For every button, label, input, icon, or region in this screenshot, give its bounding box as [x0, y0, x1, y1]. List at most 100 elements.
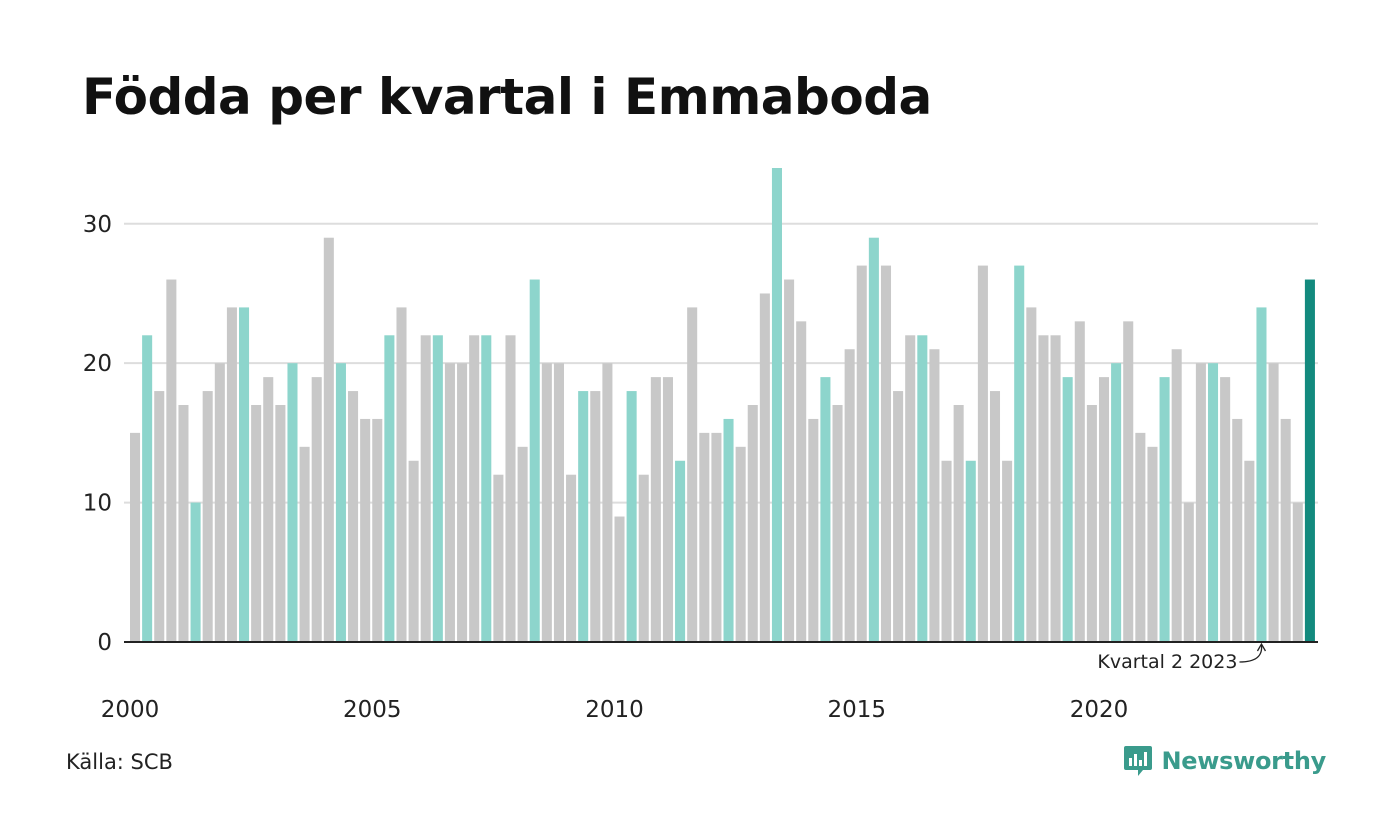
bar — [505, 335, 516, 642]
annotation: Kvartal 2 2023 — [1097, 642, 1267, 673]
bar-chart: 0 10 20 30 2000 2005 2010 2015 2020 Kvartal 2 20… — [83, 168, 1318, 723]
bar — [566, 474, 577, 642]
bar — [396, 307, 407, 642]
bar — [493, 474, 504, 642]
newsworthy-logo-icon — [1124, 746, 1153, 776]
bar — [844, 349, 855, 642]
bar — [771, 168, 782, 642]
x-tick-label: 2020 — [1070, 697, 1129, 723]
bar — [239, 307, 250, 642]
bar — [965, 460, 976, 642]
x-tick-label: 2005 — [343, 697, 402, 723]
bar — [553, 363, 564, 642]
bar — [917, 335, 928, 642]
x-tick-label: 2010 — [585, 697, 644, 723]
bar — [226, 307, 237, 642]
bar — [299, 446, 310, 642]
bar — [481, 335, 492, 642]
bar — [723, 418, 734, 642]
bar — [856, 265, 867, 642]
bar — [529, 279, 540, 642]
bar — [1002, 460, 1013, 642]
bar — [989, 391, 1001, 642]
bar — [323, 237, 334, 642]
bar — [614, 516, 625, 642]
x-tick-label: 2015 — [827, 697, 886, 723]
bar — [747, 405, 758, 642]
bar — [711, 432, 722, 642]
bar — [457, 363, 468, 642]
bar — [1244, 460, 1255, 642]
bar — [1014, 265, 1025, 642]
bar — [977, 265, 988, 642]
bar — [1159, 377, 1170, 642]
bar — [384, 335, 395, 642]
bar — [214, 363, 225, 642]
x-tick-label: 2000 — [101, 697, 160, 723]
bar — [880, 265, 892, 642]
brand-name: Newsworthy — [1161, 747, 1326, 775]
bar — [1098, 377, 1110, 642]
bar — [784, 279, 795, 642]
bar — [1171, 349, 1182, 642]
bar — [1026, 307, 1037, 642]
bar — [662, 377, 673, 642]
bar — [142, 335, 153, 642]
bar — [432, 335, 443, 642]
y-tick-label: 20 — [83, 351, 112, 377]
y-tick-label: 30 — [83, 212, 112, 238]
bar — [1147, 446, 1158, 642]
bar — [941, 460, 952, 642]
bar — [190, 502, 201, 642]
brand-logo[interactable]: Newsworthy — [1123, 744, 1326, 778]
bar — [759, 293, 770, 642]
bar — [1086, 405, 1097, 642]
bar — [1183, 502, 1194, 642]
bar — [541, 363, 552, 642]
bar — [1280, 418, 1291, 642]
bar — [602, 363, 613, 642]
bar — [1062, 377, 1073, 642]
annotation-arrow-line — [1239, 644, 1263, 663]
bar — [1256, 307, 1267, 642]
bar — [360, 418, 371, 642]
bar — [590, 391, 601, 642]
bar — [202, 391, 213, 642]
bar — [348, 391, 359, 642]
bar — [311, 377, 322, 642]
bar — [578, 391, 589, 642]
bar — [251, 405, 262, 642]
bar — [905, 335, 916, 642]
bar — [154, 391, 165, 642]
bar — [929, 349, 940, 642]
annotation-label: Kvartal 2 2023 — [1097, 651, 1237, 673]
bar — [699, 432, 710, 642]
bar — [1074, 321, 1085, 642]
bar — [335, 363, 346, 642]
bar — [820, 377, 831, 642]
bar — [178, 405, 189, 642]
bar — [893, 391, 904, 642]
bar — [808, 418, 819, 642]
source-note: Källa: SCB — [66, 750, 173, 774]
bar — [444, 363, 455, 642]
bar — [1195, 363, 1206, 642]
bar — [1268, 363, 1279, 642]
bar — [868, 237, 879, 642]
bar — [1135, 432, 1146, 642]
bar — [517, 446, 528, 642]
bar — [832, 405, 843, 642]
bar — [796, 321, 807, 642]
bar — [1123, 321, 1134, 642]
bar — [372, 418, 383, 642]
bar — [130, 432, 141, 642]
bar — [263, 377, 274, 642]
bar — [469, 335, 480, 642]
y-tick-label: 0 — [97, 630, 112, 656]
bar — [735, 446, 746, 642]
bar — [1220, 377, 1231, 642]
bar — [1050, 335, 1061, 642]
bar — [1304, 279, 1315, 642]
bar — [408, 460, 419, 642]
y-tick-label: 10 — [83, 491, 112, 517]
